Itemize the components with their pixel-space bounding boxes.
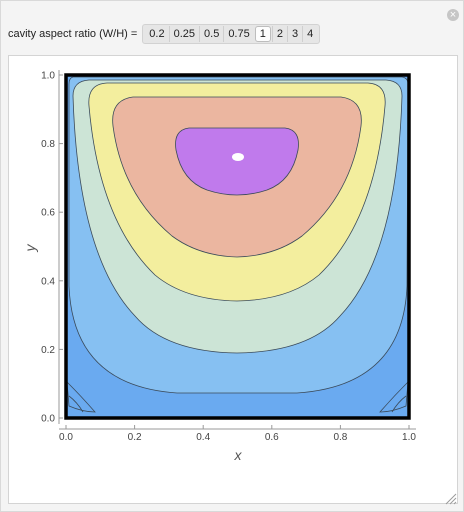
corner-eddy-right xyxy=(379,380,409,413)
aspect-ratio-control: cavity aspect ratio (W/H) = 0.2 0.25 0.5… xyxy=(8,24,321,44)
x-tick-label: 0.4 xyxy=(196,432,210,443)
aspect-ratio-option-0-75[interactable]: 0.75 xyxy=(223,26,253,42)
corner-eddy-right-inner xyxy=(391,395,407,413)
close-icon[interactable]: × xyxy=(447,9,459,21)
aspect-ratio-option-2[interactable]: 2 xyxy=(271,26,287,42)
plot-panel: 0.0 0.2 0.4 0.6 0.8 1.0 x 0.0 0.2 0.4 0.6 0.8 1.0 … xyxy=(8,55,458,504)
x-tick-label: 0.8 xyxy=(333,432,347,443)
aspect-ratio-option-3[interactable]: 3 xyxy=(286,26,302,42)
resize-grip-icon[interactable] xyxy=(443,491,457,505)
y-tick-label: 0.2 xyxy=(41,345,55,356)
x-ticks: 0.0 0.2 0.4 0.6 0.8 1.0 xyxy=(59,425,416,443)
y-tick-label: 1.0 xyxy=(41,71,55,82)
aspect-ratio-option-4[interactable]: 4 xyxy=(302,26,317,42)
y-tick-label: 0.4 xyxy=(41,276,55,287)
contour-regions xyxy=(66,75,409,418)
aspect-ratio-option-1[interactable]: 1 xyxy=(254,26,271,42)
y-ticks: 0.0 0.2 0.4 0.6 0.8 1.0 xyxy=(41,71,63,425)
aspect-ratio-option-0-25[interactable]: 0.25 xyxy=(168,26,199,42)
y-axis: 0.0 0.2 0.4 0.6 0.8 1.0 y xyxy=(22,70,63,425)
corner-eddy-left xyxy=(66,380,96,413)
x-tick-label: 1.0 xyxy=(402,432,416,443)
aspect-ratio-setter-bar: 0.2 0.25 0.5 0.75 1 2 3 4 xyxy=(142,24,321,44)
aspect-ratio-label: cavity aspect ratio (W/H) = xyxy=(8,28,138,40)
corner-eddy-left-inner xyxy=(68,395,84,413)
x-tick-label: 0.2 xyxy=(128,432,142,443)
x-tick-label: 0.6 xyxy=(265,432,279,443)
y-axis-label: y xyxy=(22,244,38,253)
x-tick-label: 0.0 xyxy=(59,432,73,443)
contour-level-6 xyxy=(175,127,299,196)
contour-plot: 0.0 0.2 0.4 0.6 0.8 1.0 x 0.0 0.2 0.4 0.6 0.8 1.0 … xyxy=(22,70,416,463)
cavity-walls xyxy=(64,73,411,420)
y-tick-label: 0.8 xyxy=(41,139,55,150)
x-axis-label: x xyxy=(234,447,243,463)
x-axis: 0.0 0.2 0.4 0.6 0.8 1.0 x xyxy=(59,425,416,463)
aspect-ratio-option-0-2[interactable]: 0.2 xyxy=(149,28,165,40)
y-tick-label: 0.0 xyxy=(41,414,55,425)
aspect-ratio-option-0-5[interactable]: 0.5 xyxy=(199,26,223,42)
contour-level-7 xyxy=(232,153,244,161)
y-tick-label: 0.6 xyxy=(41,208,55,219)
